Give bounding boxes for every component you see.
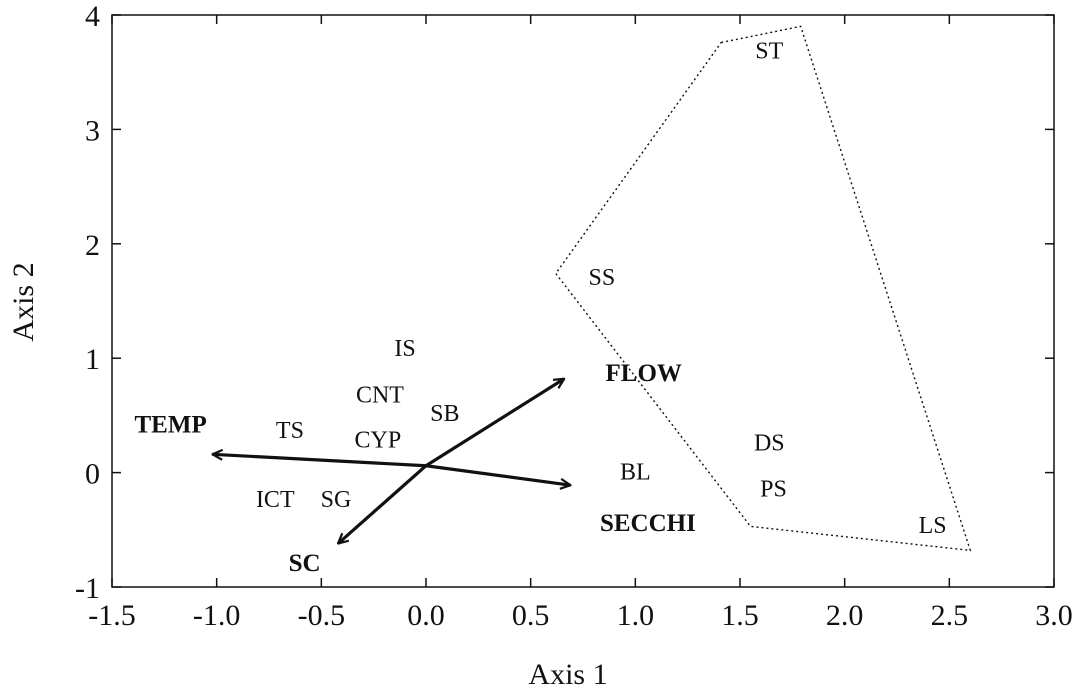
x-tick-label: 2.5 — [931, 599, 969, 632]
species-label-ps: PS — [760, 476, 787, 502]
y-tick-label: 3 — [85, 114, 100, 147]
y-tick-label: 0 — [85, 458, 100, 491]
species-hull — [554, 25, 972, 552]
x-tick-label: -0.5 — [298, 599, 346, 632]
species-label-ds: DS — [754, 431, 785, 457]
x-axis-title: Axis 1 — [528, 658, 607, 691]
vector-layer: FLOW TEMP SECCHI SC — [135, 360, 696, 577]
x-tick-label: 2.0 — [826, 599, 864, 632]
species-label-sb: SB — [430, 401, 459, 427]
y-tick-label: 2 — [85, 229, 100, 262]
species-label-ls: LS — [919, 513, 947, 539]
species-layer: ST SS IS CNT SB TS CYP BL DS PS LS ICT SG — [256, 38, 947, 539]
species-label-ict: ICT — [256, 487, 295, 513]
species-label-cyp: CYP — [355, 427, 402, 453]
vector-arrow-secchi — [425, 464, 570, 485]
plot-border — [111, 14, 1055, 588]
vector-label-temp: TEMP — [135, 411, 207, 438]
vector-arrow-temp — [212, 454, 427, 468]
species-label-sg: SG — [321, 487, 352, 513]
vector-arrow-sc — [338, 464, 428, 544]
species-label-ts: TS — [276, 418, 304, 444]
y-tick-label: -1 — [75, 572, 100, 605]
species-label-cnt: CNT — [356, 383, 404, 409]
y-tick-label: 1 — [85, 343, 100, 376]
x-tick-label: 1.5 — [721, 599, 759, 632]
y-axis-title: Axis 2 — [7, 262, 40, 341]
vector-arrow-flow — [425, 377, 564, 468]
species-label-st: ST — [755, 38, 783, 64]
x-tick-label: -1.5 — [88, 599, 136, 632]
vector-label-secchi: SECCHI — [600, 510, 696, 537]
x-tick-label: 0.0 — [407, 599, 445, 632]
species-label-bl: BL — [620, 459, 651, 485]
species-label-is: IS — [394, 336, 415, 362]
y-tick-label: 4 — [85, 0, 100, 33]
plot-frame — [111, 14, 1055, 588]
species-label-ss: SS — [588, 265, 615, 291]
ticks-layer: -1.5 -1.0 -0.5 0.0 0.5 1.0 1.5 2.0 2.5 3.0 -1 0 1 2 3 4 — [75, 0, 1073, 632]
x-tick-label: 1.0 — [617, 599, 655, 632]
x-tick-label: -1.0 — [193, 599, 241, 632]
hull-layer — [554, 25, 972, 552]
vector-label-sc: SC — [289, 550, 321, 577]
vector-label-flow: FLOW — [606, 360, 682, 387]
x-tick-label: 3.0 — [1035, 599, 1073, 632]
x-tick-label: 0.5 — [512, 599, 550, 632]
